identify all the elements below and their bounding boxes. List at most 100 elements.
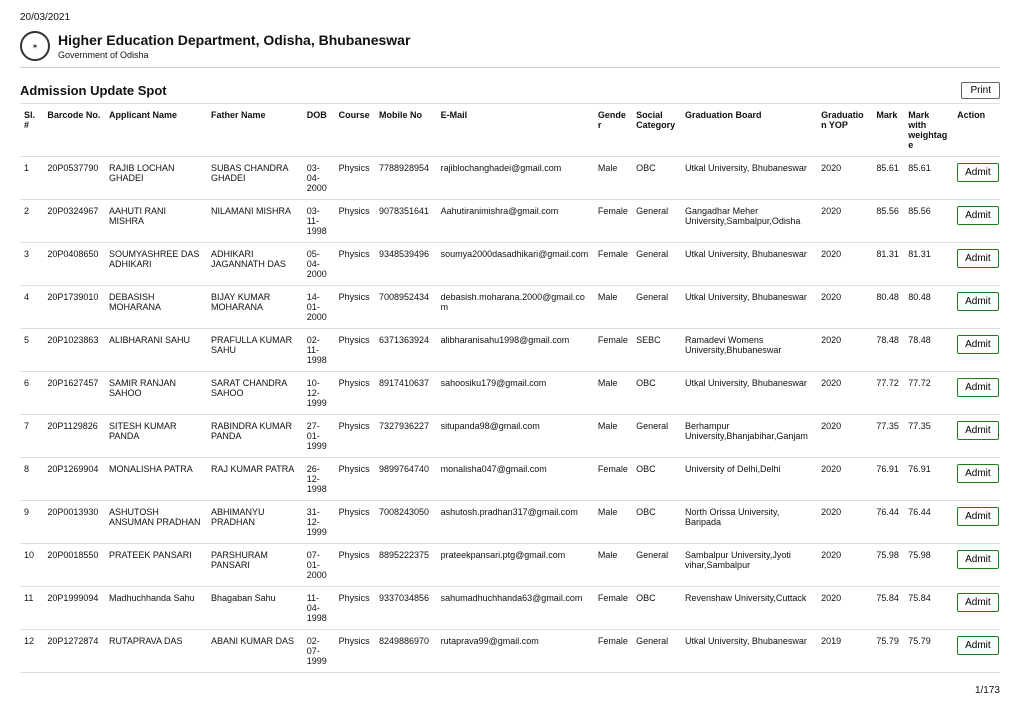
cell-markw: 80.48	[904, 286, 953, 329]
cell-markw: 75.98	[904, 544, 953, 587]
cell-email: ashutosh.pradhan317@gmail.com	[437, 501, 594, 544]
cell-applicant: MONALISHA PATRA	[105, 458, 207, 501]
cell-applicant: SOUMYASHREE DAS ADHIKARI	[105, 243, 207, 286]
cell-board: Utkal University, Bhubaneswar	[681, 372, 817, 415]
cell-barcode: 20P1999094	[43, 587, 105, 630]
cell-social: SEBC	[632, 329, 681, 372]
cell-yop: 2020	[817, 544, 872, 587]
page-date: 20/03/2021	[20, 12, 1000, 23]
admit-button[interactable]: Admit	[957, 292, 999, 311]
admit-button[interactable]: Admit	[957, 550, 999, 569]
cell-social: General	[632, 243, 681, 286]
cell-email: rajiblochanghadei@gmail.com	[437, 157, 594, 200]
cell-mark: 75.84	[872, 587, 904, 630]
cell-applicant: PRATEEK PANSARI	[105, 544, 207, 587]
cell-email: situpanda98@gmail.com	[437, 415, 594, 458]
cell-sl: 11	[20, 587, 43, 630]
emblem-icon: ✶	[20, 31, 50, 61]
cell-barcode: 20P0324967	[43, 200, 105, 243]
cell-course: Physics	[335, 501, 375, 544]
cell-barcode: 20P0018550	[43, 544, 105, 587]
cell-dob: 02-11-1998	[303, 329, 335, 372]
cell-email: Aahutiranimishra@gmail.com	[437, 200, 594, 243]
cell-father: PRAFULLA KUMAR SAHU	[207, 329, 303, 372]
admission-table: Sl.# Barcode No. Applicant Name Father N…	[20, 103, 1000, 673]
admit-button[interactable]: Admit	[957, 636, 999, 655]
cell-sl: 3	[20, 243, 43, 286]
cell-father: BIJAY KUMAR MOHARANA	[207, 286, 303, 329]
cell-mark: 81.31	[872, 243, 904, 286]
cell-yop: 2020	[817, 415, 872, 458]
cell-yop: 2020	[817, 286, 872, 329]
cell-mark: 76.44	[872, 501, 904, 544]
cell-action: Admit	[953, 501, 1000, 544]
cell-social: OBC	[632, 458, 681, 501]
col-email: E-Mail	[437, 104, 594, 157]
col-action: Action	[953, 104, 1000, 157]
cell-social: OBC	[632, 587, 681, 630]
cell-dob: 14-01-2000	[303, 286, 335, 329]
cell-markw: 75.84	[904, 587, 953, 630]
cell-barcode: 20P1272874	[43, 630, 105, 673]
cell-mobile: 9348539496	[375, 243, 437, 286]
cell-dob: 02-07-1999	[303, 630, 335, 673]
cell-board: Utkal University, Bhubaneswar	[681, 630, 817, 673]
table-row: 620P1627457SAMIR RANJAN SAHOOSARAT CHAND…	[20, 372, 1000, 415]
col-dob: DOB	[303, 104, 335, 157]
admit-button[interactable]: Admit	[957, 593, 999, 612]
admit-button[interactable]: Admit	[957, 421, 999, 440]
cell-action: Admit	[953, 415, 1000, 458]
cell-barcode: 20P1129826	[43, 415, 105, 458]
cell-dob: 05-04-2000	[303, 243, 335, 286]
print-button[interactable]: Print	[961, 82, 1000, 99]
cell-course: Physics	[335, 630, 375, 673]
table-header-row: Sl.# Barcode No. Applicant Name Father N…	[20, 104, 1000, 157]
cell-course: Physics	[335, 544, 375, 587]
cell-action: Admit	[953, 243, 1000, 286]
cell-markw: 77.35	[904, 415, 953, 458]
cell-board: Sambalpur University,Jyoti vihar,Sambalp…	[681, 544, 817, 587]
admit-button[interactable]: Admit	[957, 249, 999, 268]
table-row: 120P0537790RAJIB LOCHAN GHADEISUBAS CHAN…	[20, 157, 1000, 200]
admit-button[interactable]: Admit	[957, 378, 999, 397]
cell-barcode: 20P0013930	[43, 501, 105, 544]
admit-button[interactable]: Admit	[957, 507, 999, 526]
cell-board: University of Delhi,Delhi	[681, 458, 817, 501]
cell-course: Physics	[335, 372, 375, 415]
cell-email: monalisha047@gmail.com	[437, 458, 594, 501]
admit-button[interactable]: Admit	[957, 335, 999, 354]
cell-gender: Female	[594, 329, 632, 372]
cell-board: Ramadevi Womens University,Bhubaneswar	[681, 329, 817, 372]
cell-markw: 81.31	[904, 243, 953, 286]
cell-mobile: 9899764740	[375, 458, 437, 501]
cell-email: alibharanisahu1998@gmail.com	[437, 329, 594, 372]
cell-yop: 2020	[817, 587, 872, 630]
admit-button[interactable]: Admit	[957, 206, 999, 225]
cell-barcode: 20P1627457	[43, 372, 105, 415]
cell-board: Berhampur University,Bhanjabihar,Ganjam	[681, 415, 817, 458]
cell-action: Admit	[953, 587, 1000, 630]
cell-mark: 75.98	[872, 544, 904, 587]
cell-mobile: 7008243050	[375, 501, 437, 544]
cell-board: Utkal University, Bhubaneswar	[681, 286, 817, 329]
table-row: 1120P1999094Madhuchhanda SahuBhagaban Sa…	[20, 587, 1000, 630]
cell-father: RAJ KUMAR PATRA	[207, 458, 303, 501]
col-barcode: Barcode No.	[43, 104, 105, 157]
cell-applicant: SITESH KUMAR PANDA	[105, 415, 207, 458]
table-row: 920P0013930ASHUTOSH ANSUMAN PRADHANABHIM…	[20, 501, 1000, 544]
cell-sl: 7	[20, 415, 43, 458]
admit-button[interactable]: Admit	[957, 464, 999, 483]
cell-course: Physics	[335, 157, 375, 200]
col-yop: Graduation YOP	[817, 104, 872, 157]
cell-social: General	[632, 544, 681, 587]
col-mobile: Mobile No	[375, 104, 437, 157]
cell-father: ABANI KUMAR DAS	[207, 630, 303, 673]
cell-action: Admit	[953, 544, 1000, 587]
cell-dob: 26-12-1998	[303, 458, 335, 501]
cell-applicant: SAMIR RANJAN SAHOO	[105, 372, 207, 415]
cell-gender: Male	[594, 415, 632, 458]
cell-mobile: 8249886970	[375, 630, 437, 673]
admit-button[interactable]: Admit	[957, 163, 999, 182]
cell-mobile: 9078351641	[375, 200, 437, 243]
cell-dob: 11-04-1998	[303, 587, 335, 630]
